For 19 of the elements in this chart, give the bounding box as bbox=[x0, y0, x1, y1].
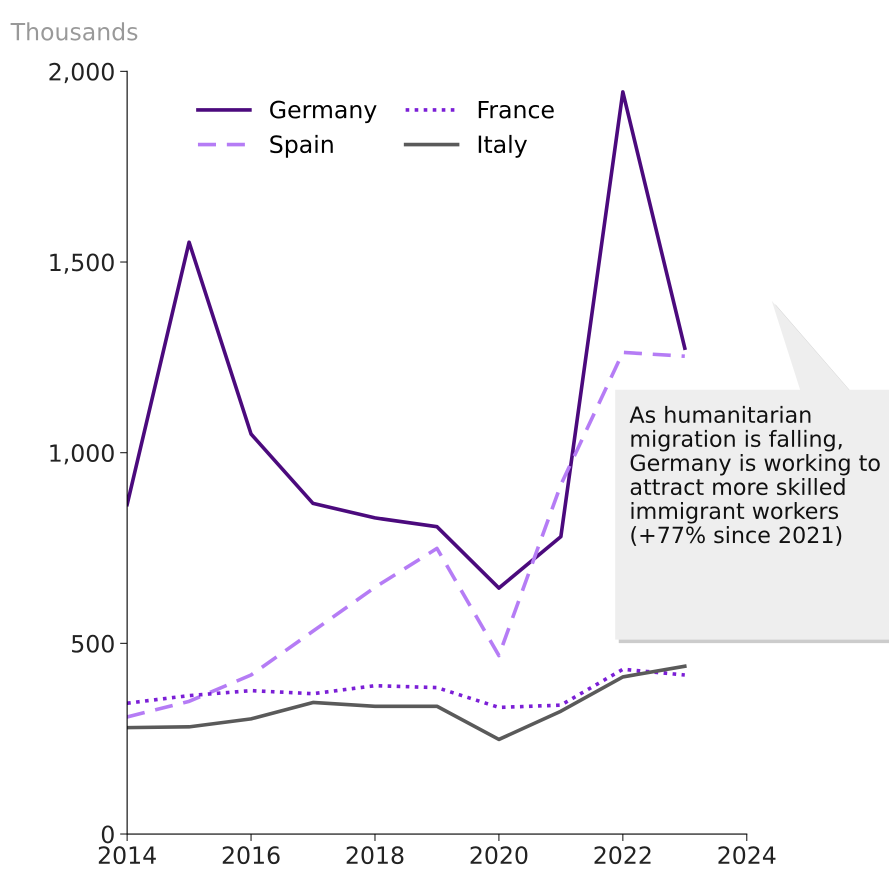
y-tick-label: 1,500 bbox=[50, 253, 114, 274]
legend-label: Italy bbox=[478, 134, 527, 158]
legend-label: Germany bbox=[270, 100, 377, 124]
legend-label: France bbox=[478, 100, 554, 119]
y-tick-label: 0 bbox=[102, 825, 114, 844]
x-tick-label: 2018 bbox=[346, 846, 404, 864]
legend-label: Spain bbox=[270, 134, 333, 158]
x-tick-label: 2016 bbox=[222, 846, 280, 864]
x-tick-label: 2024 bbox=[718, 846, 776, 864]
y-axis-title: Thousands bbox=[10, 22, 138, 41]
line-series bbox=[127, 664, 687, 742]
line-series bbox=[127, 667, 687, 710]
x-tick-label: 2020 bbox=[470, 846, 528, 864]
x-tick-label: 2014 bbox=[98, 846, 156, 864]
y-tick-label: 500 bbox=[72, 634, 114, 653]
x-tick-label: 2022 bbox=[594, 846, 651, 864]
y-tick-label: 1,000 bbox=[50, 444, 114, 464]
y-tick-label: 2,000 bbox=[49, 62, 114, 84]
annotation: As humanitarian migration is falling, Germany is working to attract more skilled immigrant workers (+77% since 2021) bbox=[630, 406, 880, 546]
